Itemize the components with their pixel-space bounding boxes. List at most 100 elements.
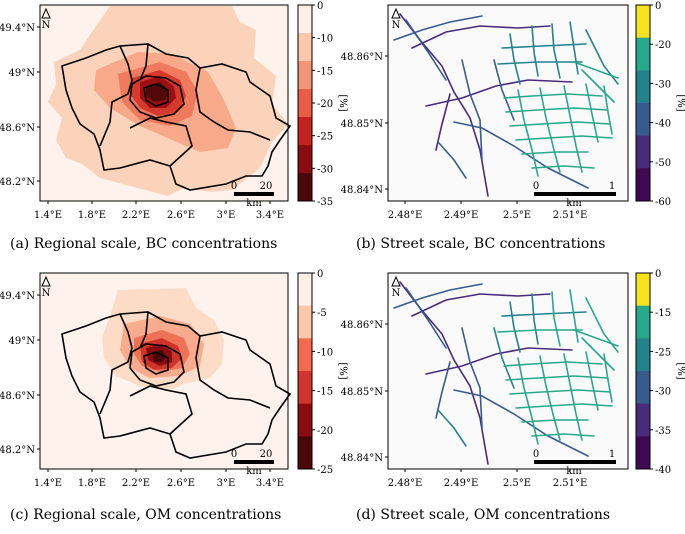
x-tick-label: 2.6°E: [167, 478, 195, 489]
colorbar-tick-label: -30: [317, 164, 333, 175]
colorbar-segment: [636, 5, 650, 39]
x-tick-label: 1.4°E: [34, 210, 62, 221]
svg-text:N: N: [42, 20, 51, 31]
svg-text:N: N: [42, 288, 51, 299]
north-arrow-icon: N: [41, 7, 51, 31]
colorbar-segment: [298, 305, 312, 339]
map-c-yticks: 49.4°N 49°N 48.6°N 48.2°N: [0, 291, 40, 456]
colorbar-segment: [636, 168, 650, 202]
caption-d: (d) Street scale, OM concentrations: [356, 507, 611, 523]
colorbar-segment: [636, 338, 650, 372]
y-tick-label: 48.85°N: [341, 387, 384, 398]
colorbar-segment: [636, 70, 650, 104]
map-d-streets: [393, 281, 619, 465]
svg-text:1: 1: [609, 449, 615, 460]
map-b-yticks: 48.86°N 48.85°N 48.84°N: [341, 52, 388, 196]
svg-text:N: N: [392, 288, 401, 299]
colorbar: 0 -10 -15 -20 -25 -30 -35 [%]: [297, 1, 348, 208]
y-tick-label: 49.4°N: [0, 291, 35, 302]
map-a-frame: [39, 4, 289, 202]
scale-bar: 0 20 km: [231, 181, 274, 209]
north-arrow-icon: N: [391, 275, 401, 299]
colorbar: 0 -5 -10 -15 -20 -25 [%]: [297, 269, 348, 476]
colorbar-segment: [298, 117, 312, 146]
panel-d-svg: 2.48°E 2.49°E 2.5°E 2.51°E 48.86°N 48.85…: [341, 269, 685, 489]
colorbar-tick-label: -60: [655, 197, 671, 208]
colorbar-segment: [298, 33, 312, 62]
y-tick-label: 48.6°N: [0, 123, 35, 134]
colorbar-tick-label: -20: [317, 426, 333, 437]
x-tick-label: 2.5°E: [503, 210, 531, 221]
colorbar-segment: [298, 436, 312, 470]
north-arrow-icon: N: [41, 275, 51, 299]
colorbar-label: [%]: [337, 362, 348, 379]
colorbar-segment: [298, 371, 312, 405]
panel-c-svg: 1.4°E 1.8°E 2.2°E 2.6°E 3°E 3.4°E 49.4°N…: [0, 269, 348, 489]
x-tick-label: 1.8°E: [78, 210, 106, 221]
svg-text:20: 20: [260, 181, 273, 192]
colorbar-label: [%]: [337, 94, 348, 111]
panel-b: 2.48°E 2.49°E 2.5°E 2.51°E 48.86°N 48.85…: [341, 0, 685, 262]
y-tick-label: 48.84°N: [341, 185, 384, 196]
map-d-xticks: 2.48°E 2.49°E 2.5°E 2.51°E: [388, 469, 587, 489]
colorbar-tick-label: 0: [317, 1, 323, 12]
colorbar-segment: [636, 371, 650, 405]
colorbar-tick-label: -30: [655, 387, 671, 398]
colorbar-tick-label: -15: [317, 387, 333, 398]
colorbar-segment: [298, 173, 312, 202]
colorbar-segment: [298, 89, 312, 118]
map-a-xticks: 1.4°E 1.8°E 2.2°E 2.6°E 3°E 3.4°E: [34, 201, 284, 221]
svg-text:1: 1: [609, 181, 615, 192]
x-tick-label: 1.8°E: [78, 478, 106, 489]
colorbar: 0 -20 -30 -40 -50 -60 [%]: [635, 1, 685, 208]
colorbar-tick-label: -50: [655, 158, 671, 169]
map-b-frame: [387, 4, 629, 202]
colorbar-tick-label: 0: [655, 269, 661, 280]
colorbar-tick-label: -20: [655, 40, 671, 51]
colorbar: 0 -15 -25 -30 -35 -40 [%]: [635, 269, 685, 476]
y-tick-label: 48.6°N: [0, 391, 35, 402]
x-tick-label: 2.48°E: [388, 210, 423, 221]
scale-bar: 0 1 km: [533, 181, 616, 209]
colorbar-tick-label: -15: [317, 66, 333, 77]
x-tick-label: 2.5°E: [503, 478, 531, 489]
y-tick-label: 48.84°N: [341, 453, 384, 464]
x-tick-label: 3.4°E: [256, 478, 284, 489]
colorbar-segment: [636, 273, 650, 307]
y-tick-label: 48.86°N: [341, 52, 384, 63]
colorbar-tick-label: -40: [655, 465, 671, 476]
x-tick-label: 2.48°E: [388, 478, 423, 489]
map-c-frame: [39, 272, 289, 470]
map-c-boundaries: [61, 311, 292, 459]
map-a-boundaries: [61, 43, 292, 191]
y-tick-label: 48.2°N: [0, 445, 35, 456]
colorbar-segment: [298, 273, 312, 307]
caption-b: (b) Street scale, BC concentrations: [356, 236, 606, 252]
colorbar-tick-label: -40: [655, 119, 671, 130]
colorbar-tick-label: -15: [655, 308, 671, 319]
colorbar-segment: [636, 436, 650, 470]
svg-text:km: km: [566, 466, 582, 477]
colorbar-segment: [636, 103, 650, 137]
x-tick-label: 2.49°E: [444, 210, 479, 221]
y-tick-label: 48.86°N: [341, 320, 384, 331]
svg-text:N: N: [392, 20, 401, 31]
colorbar-segment: [636, 305, 650, 339]
map-b-streets: [393, 13, 619, 197]
colorbar-tick-label: -5: [317, 308, 327, 319]
panel-a-svg: 1.4°E 1.8°E 2.2°E 2.6°E 3°E 3.4°E 49.4°N…: [0, 1, 348, 221]
colorbar-tick-label: 0: [317, 269, 323, 280]
colorbar-tick-label: -20: [317, 99, 333, 110]
scale-bar: 0 1 km: [533, 449, 616, 477]
colorbar-segment: [636, 37, 650, 71]
colorbar-segment: [298, 403, 312, 437]
panel-a: 1.4°E 1.8°E 2.2°E 2.6°E 3°E 3.4°E 49.4°N…: [0, 0, 348, 262]
x-tick-label: 2.6°E: [167, 210, 195, 221]
north-arrow-icon: N: [391, 7, 401, 31]
colorbar-tick-label: -25: [317, 465, 333, 476]
colorbar-label: [%]: [675, 94, 685, 111]
colorbar-segment: [636, 135, 650, 169]
x-tick-label: 1.4°E: [34, 478, 62, 489]
panel-c: 1.4°E 1.8°E 2.2°E 2.6°E 3°E 3.4°E 49.4°N…: [0, 268, 348, 530]
panel-d: 2.48°E 2.49°E 2.5°E 2.51°E 48.86°N 48.85…: [341, 268, 685, 530]
